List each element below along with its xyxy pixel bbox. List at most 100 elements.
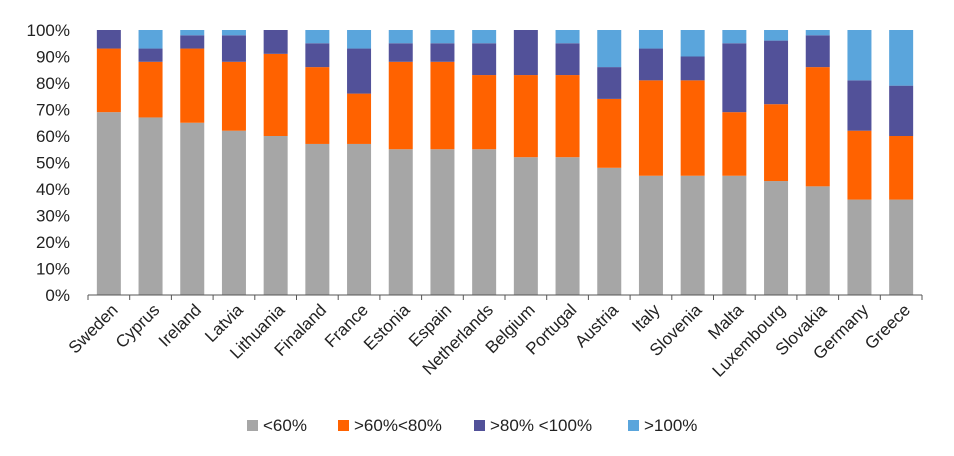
bar-segment-portugal-series-3: [555, 30, 580, 44]
bar-segment-netherlands-series-2: [472, 43, 497, 76]
bars: [96, 30, 914, 296]
bar-segment-ireland-series-2: [180, 35, 205, 49]
bar-segment-france-series-3: [347, 30, 372, 49]
bar-segment-greece-series-0: [889, 199, 914, 295]
bar-segment-finaland-series-0: [305, 143, 330, 295]
bar-segment-luxembourg-series-2: [764, 40, 789, 105]
bar-segment-malta-series-0: [722, 175, 747, 295]
bar-segment-belgium-series-0: [513, 157, 538, 295]
y-tick-label: 60%: [36, 127, 70, 146]
bar-segment-lithuania-series-2: [263, 30, 288, 54]
y-tick-label: 100%: [27, 21, 70, 40]
bar-segment-italy-series-1: [638, 80, 663, 176]
bar-segment-estonia-series-2: [388, 43, 413, 62]
bar-segment-sweden-series-0: [96, 112, 121, 296]
bar-segment-france-series-1: [347, 93, 372, 144]
bar-segment-sweden-series-1: [96, 48, 121, 113]
bar-segment-germany-series-1: [847, 130, 872, 200]
bar-segment-france-series-2: [347, 48, 372, 94]
bar-segment-portugal-series-0: [555, 157, 580, 295]
bar-segment-slovakia-series-3: [805, 30, 830, 36]
y-tick-label: 90%: [36, 48, 70, 67]
category-label: Estonia: [360, 300, 414, 354]
bar-segment-italy-series-2: [638, 48, 663, 81]
bar-segment-luxembourg-series-1: [764, 104, 789, 182]
bar-segment-espain-series-0: [430, 149, 455, 295]
y-tick-label: 50%: [36, 154, 70, 173]
y-tick-label: 70%: [36, 101, 70, 120]
y-axis: 0% 10% 20% 30% 40% 50% 60% 70% 80% 90% 100%: [27, 21, 70, 305]
category-label: Ireland: [155, 300, 205, 350]
bar-segment-latvia-series-1: [221, 61, 246, 131]
bar-segment-greece-series-1: [889, 136, 914, 200]
bar-segment-latvia-series-0: [221, 130, 246, 295]
legend-label: >60%<80%: [354, 416, 442, 435]
bar-segment-cyprus-series-0: [138, 117, 163, 295]
bar-segment-austria-series-0: [597, 167, 622, 295]
bar-segment-sweden-series-2: [96, 30, 121, 49]
category-label: Sweden: [65, 300, 122, 357]
bar-segment-slovakia-series-0: [805, 186, 830, 295]
legend-swatch: [338, 420, 349, 431]
bar-segment-lithuania-series-0: [263, 136, 288, 295]
bar-segment-slovakia-series-1: [805, 67, 830, 187]
bar-segment-malta-series-2: [722, 43, 747, 113]
y-tick-label: 10%: [36, 260, 70, 279]
bar-segment-slovenia-series-1: [680, 80, 705, 176]
bar-segment-netherlands-series-0: [472, 149, 497, 295]
bar-segment-ireland-series-1: [180, 48, 205, 123]
y-tick-label: 30%: [36, 207, 70, 226]
bar-segment-finaland-series-1: [305, 67, 330, 144]
bar-segment-espain-series-3: [430, 30, 455, 44]
legend-swatch: [628, 420, 639, 431]
legend-label: >80% <100%: [490, 416, 592, 435]
bar-segment-portugal-series-1: [555, 75, 580, 158]
bar-segment-latvia-series-3: [221, 30, 246, 36]
bar-segment-luxembourg-series-3: [764, 30, 789, 41]
bar-segment-slovakia-series-2: [805, 35, 830, 68]
bar-segment-germany-series-3: [847, 30, 872, 81]
bar-segment-austria-series-2: [597, 67, 622, 99]
bar-segment-portugal-series-2: [555, 43, 580, 76]
legend-swatch: [474, 420, 485, 431]
legend: <60% >60%<80% >80% <100% >100%: [247, 416, 697, 435]
y-tick-label: 80%: [36, 74, 70, 93]
legend-swatch: [247, 420, 258, 431]
bar-segment-ireland-series-0: [180, 122, 205, 295]
bar-segment-slovenia-series-2: [680, 56, 705, 81]
bar-segment-france-series-0: [347, 143, 372, 295]
bar-segment-estonia-series-3: [388, 30, 413, 44]
category-label: Italy: [628, 300, 664, 336]
y-tick-label: 20%: [36, 233, 70, 252]
bar-segment-ireland-series-3: [180, 30, 205, 36]
bar-segment-greece-series-2: [889, 85, 914, 136]
bar-segment-malta-series-1: [722, 112, 747, 176]
x-axis: SwedenCyprusIrelandLatviaLithuaniaFinala…: [65, 294, 923, 381]
bar-segment-belgium-series-2: [513, 30, 538, 76]
bar-segment-netherlands-series-1: [472, 75, 497, 150]
bar-segment-finaland-series-3: [305, 30, 330, 44]
bar-segment-espain-series-1: [430, 61, 455, 150]
legend-label: <60%: [263, 416, 307, 435]
bar-segment-germany-series-0: [847, 199, 872, 295]
bar-segment-austria-series-3: [597, 30, 622, 68]
bar-segment-latvia-series-2: [221, 35, 246, 62]
bar-segment-malta-series-3: [722, 30, 747, 44]
bar-segment-netherlands-series-3: [472, 30, 497, 44]
bar-segment-austria-series-1: [597, 98, 622, 168]
bar-segment-cyprus-series-2: [138, 48, 163, 62]
bar-segment-cyprus-series-3: [138, 30, 163, 49]
bar-segment-germany-series-2: [847, 80, 872, 131]
bar-segment-lithuania-series-1: [263, 53, 288, 136]
y-tick-label: 0%: [45, 286, 70, 305]
bar-segment-estonia-series-1: [388, 61, 413, 150]
bar-segment-belgium-series-1: [513, 75, 538, 158]
category-label: Cyprus: [112, 300, 164, 352]
bar-segment-cyprus-series-1: [138, 61, 163, 118]
bar-segment-finaland-series-2: [305, 43, 330, 68]
bar-segment-slovenia-series-3: [680, 30, 705, 57]
bar-segment-greece-series-3: [889, 30, 914, 86]
bar-segment-espain-series-2: [430, 43, 455, 62]
bar-segment-estonia-series-0: [388, 149, 413, 295]
